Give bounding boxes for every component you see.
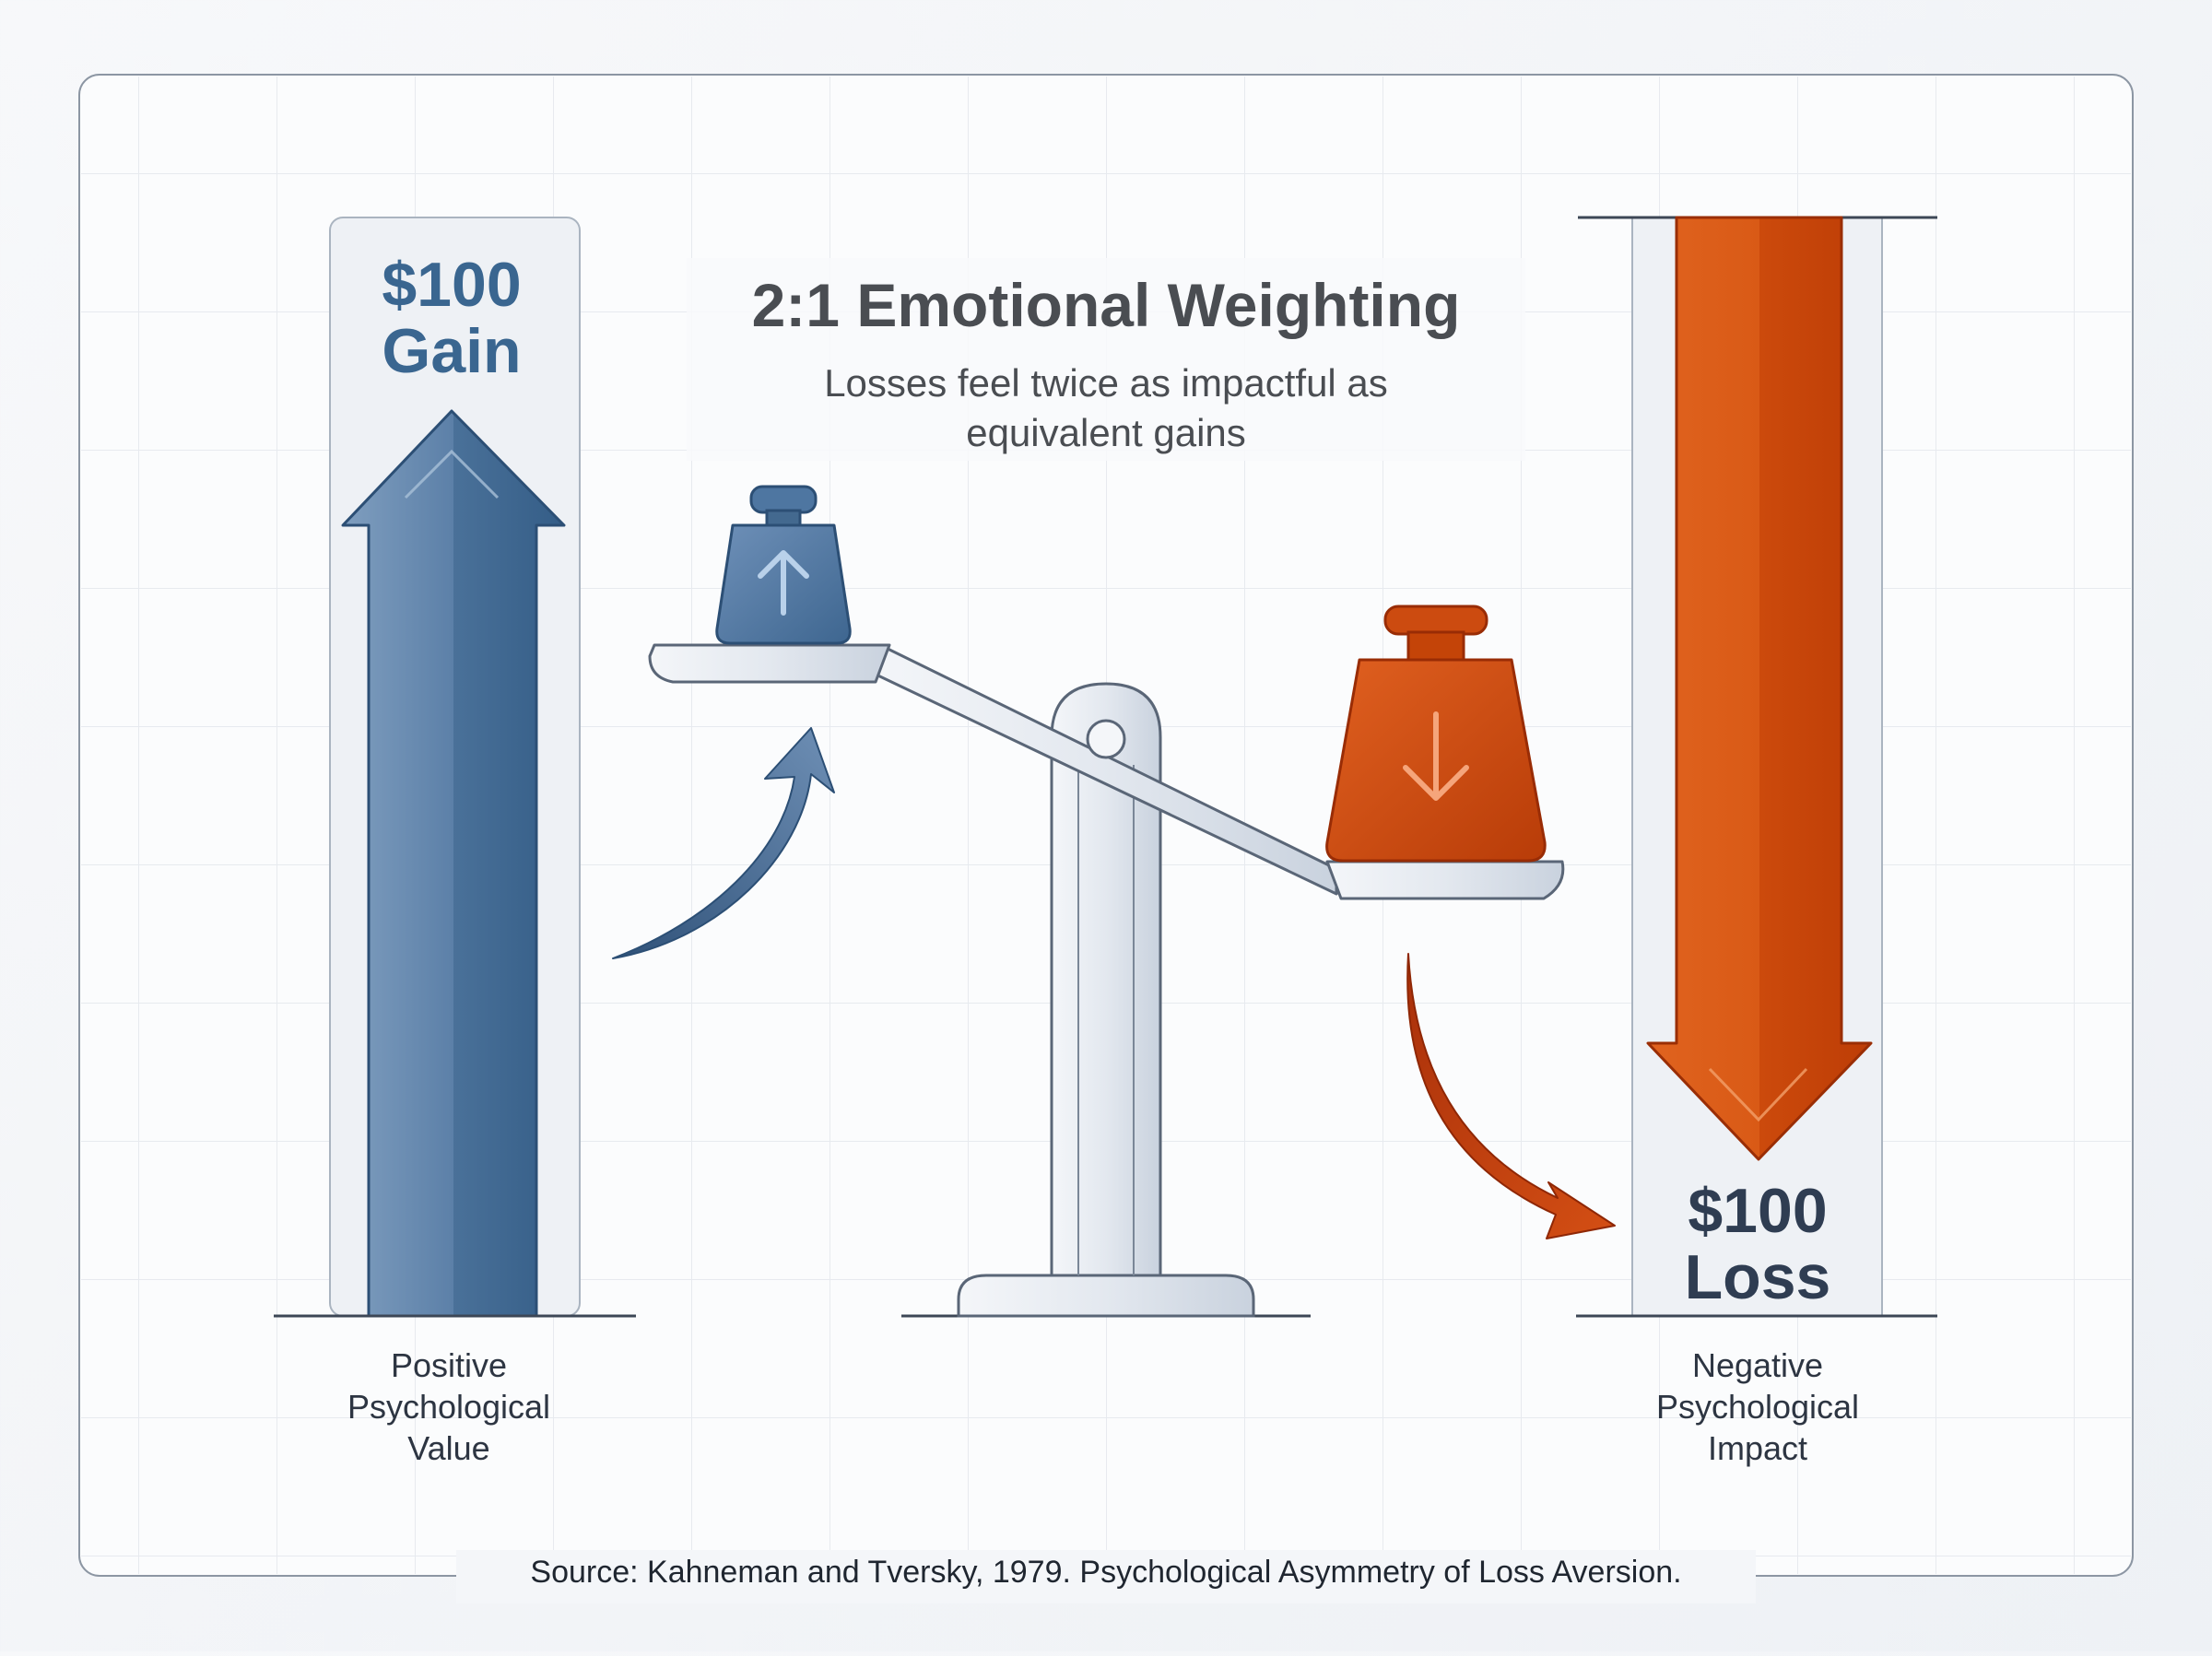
- gain-weight-neck: [765, 509, 802, 527]
- subtitle-line-1: Losses feel twice as impactful as: [824, 361, 1388, 405]
- loss-curve-arrow: [1406, 953, 1616, 1239]
- gain-curve-arrow: [612, 727, 835, 959]
- loss-down-arrow: [1646, 216, 1873, 1161]
- gain-column: $100 Gain Positive Psychological Value: [274, 217, 636, 1467]
- loss-caption-line-2: Psychological: [1656, 1388, 1859, 1426]
- gain-up-arrow: [341, 409, 566, 1318]
- gain-arrow-highlight: [404, 449, 500, 499]
- scale-left-pan: [648, 643, 891, 684]
- scale-pivot: [1086, 719, 1126, 759]
- gain-weight-arrow-icon: [758, 550, 809, 616]
- gain-caption-line-2: Psychological: [347, 1388, 550, 1426]
- gain-amount: $100: [382, 250, 521, 320]
- loss-weight-icon: [1325, 605, 1547, 863]
- source-note: Source: Kahneman and Tversky, 1979. Psyc…: [530, 1555, 1681, 1590]
- gain-word: Gain: [382, 316, 521, 386]
- loss-caption-line-3: Impact: [1708, 1429, 1807, 1467]
- loss-caption-line-1: Negative: [1692, 1346, 1823, 1384]
- scale-right-pan: [1325, 860, 1565, 900]
- gain-caption-line-1: Positive: [391, 1346, 507, 1384]
- loss-arrow-highlight: [1708, 1067, 1808, 1122]
- diagram-title: 2:1 Emotional Weighting: [752, 271, 1461, 339]
- subtitle-line-2: equivalent gains: [966, 411, 1246, 454]
- gain-weight-icon: [715, 485, 852, 645]
- gain-weight-handle: [749, 485, 818, 514]
- loss-weight-handle: [1383, 605, 1488, 636]
- loss-column: $100 Loss Negative Psychological Impact: [1576, 216, 1937, 1467]
- title-backdrop: [687, 258, 1525, 461]
- loss-amount: $100: [1688, 1176, 1827, 1246]
- scale-base: [957, 1274, 1255, 1318]
- loss-weight-arrow-icon: [1403, 711, 1469, 801]
- loss-word: Loss: [1685, 1242, 1831, 1312]
- gain-caption-line-3: Value: [407, 1429, 489, 1467]
- loss-weight-neck: [1406, 630, 1465, 662]
- balance-scale-icon: [648, 643, 1565, 1318]
- source-backdrop: [456, 1550, 1756, 1603]
